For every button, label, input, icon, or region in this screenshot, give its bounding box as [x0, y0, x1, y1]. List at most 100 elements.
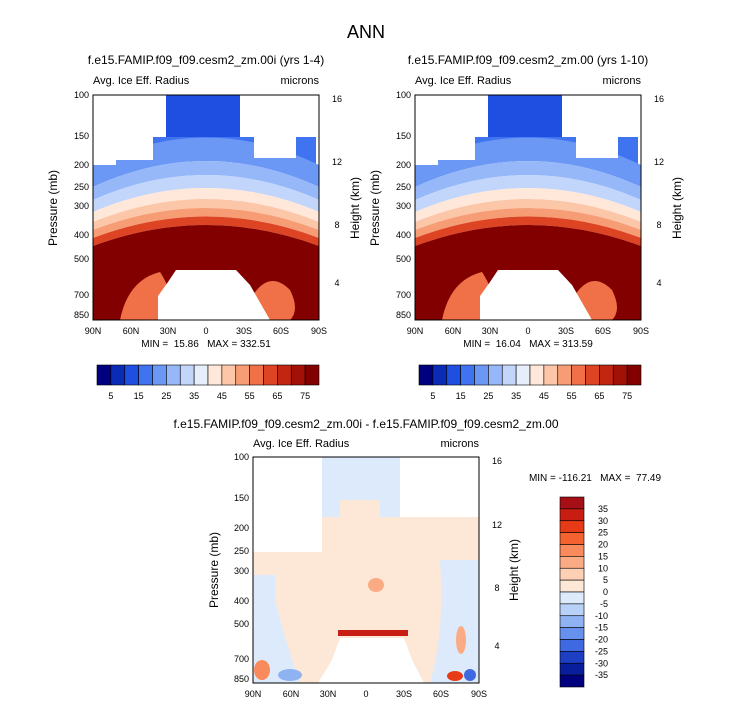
panel-1-subtitle-left: Avg. Ice Eff. Radius — [93, 75, 190, 87]
panel-3-top-mask-right — [400, 457, 479, 517]
y2-tick-label: 16 — [654, 94, 664, 104]
panel-1-band-5 — [93, 175, 319, 212]
panel-1-band-8 — [93, 208, 319, 238]
panel-2-frame — [414, 94, 642, 321]
colorbar-label: 25 — [161, 391, 171, 401]
colorbar-label: -15 — [595, 623, 608, 633]
panel-2-y2-axis: 16 12 8 4 Height (km) — [654, 94, 684, 288]
panel-1-ground-mask — [158, 270, 270, 320]
x-tick-label: 90S — [311, 326, 327, 336]
colorbar-label: 5 — [430, 391, 435, 401]
y2-tick-label: 16 — [332, 94, 342, 104]
colorbar-label: 65 — [272, 391, 282, 401]
colorbar-swatch — [559, 556, 585, 569]
colorbar-label: 15 — [598, 551, 608, 561]
panel-3-negative-blob — [464, 669, 476, 681]
colorbar-swatch — [559, 544, 585, 557]
y2-tick-label: 8 — [494, 583, 499, 593]
y2-tick-label: 8 — [334, 220, 339, 230]
panel-2-x-axis: 90N 60N 30N 0 30S 60S 90S — [407, 326, 649, 336]
panel-1-top-mask-left — [93, 95, 166, 137]
panel-3-frame — [252, 456, 480, 684]
colorbar-swatch — [110, 364, 126, 386]
colorbar-label: 0 — [603, 587, 608, 597]
x-tick-label: 60S — [273, 326, 289, 336]
y-tick-label: 500 — [396, 254, 411, 264]
panel-3-x-axis: 90N 60N 30N 0 30S 60S 90S — [245, 689, 487, 699]
x-tick-label: 90S — [633, 326, 649, 336]
panel-2-band-9 — [415, 216, 641, 246]
colorbar-swatch — [559, 520, 585, 533]
panel-1-band-4 — [93, 161, 319, 200]
y-tick-label: 250 — [396, 182, 411, 192]
colorbar-label: -35 — [595, 670, 608, 680]
panel-1-colorbar: 5 15 25 35 45 55 65 75 — [96, 364, 320, 401]
y2-tick-label: 8 — [656, 220, 661, 230]
colorbar-swatch — [559, 496, 585, 510]
panel-1-top-mask-right-2 — [254, 137, 296, 158]
y-tick-label: 100 — [234, 452, 249, 462]
panel-2-top-mask-right — [562, 95, 641, 137]
panel-1-band-1 — [166, 95, 240, 137]
y-tick-label: 500 — [74, 254, 89, 264]
panel-3-positive-blob — [447, 671, 463, 681]
y2-axis-label: Height (km) — [670, 177, 684, 239]
panel-1-field — [93, 95, 319, 320]
colorbar-swatch — [432, 364, 448, 386]
x-tick-label: 60N — [445, 326, 462, 336]
panel-3: f.e15.FAMIP.f09_f09.cesm2_zm.00i - f.e15… — [173, 417, 661, 699]
colorbar-swatch — [304, 364, 320, 386]
page-title: ANN — [347, 22, 385, 42]
colorbar-swatch — [559, 603, 585, 617]
colorbar-swatch — [193, 364, 209, 386]
colorbar-label: 65 — [594, 391, 604, 401]
y-tick-label: 150 — [74, 131, 89, 141]
colorbar-swatch — [166, 364, 181, 386]
panel-3-upper-field-positive — [340, 500, 380, 517]
panel-1: f.e15.FAMIP.f09_f09.cesm2_zm.00i (yrs 1-… — [46, 53, 362, 401]
colorbar-swatch — [559, 627, 585, 640]
panel-1-x-axis: 90N 60N 30N 0 30S 60S 90S — [85, 326, 327, 336]
colorbar-swatch — [559, 651, 585, 664]
y-tick-label: 700 — [74, 290, 89, 300]
panel-2-subtitle-left: Avg. Ice Eff. Radius — [415, 75, 512, 87]
panel-3-positive-blob — [456, 626, 466, 654]
colorbar-swatch — [179, 364, 195, 386]
colorbar-label: 15 — [456, 391, 466, 401]
colorbar-label: -5 — [600, 599, 608, 609]
y-tick-label: 250 — [234, 546, 249, 556]
y2-tick-label: 16 — [492, 456, 502, 466]
colorbar-swatch — [557, 364, 572, 386]
colorbar-swatch — [571, 364, 586, 386]
x-tick-label: 30S — [396, 689, 412, 699]
panel-3-subtitle-right: microns — [440, 438, 479, 450]
y-tick-label: 300 — [74, 201, 89, 211]
colorbar-label: 5 — [603, 575, 608, 585]
y-tick-label: 400 — [396, 230, 411, 240]
panel-2-top-mask-left-2 — [415, 137, 475, 160]
colorbar-swatch — [124, 364, 139, 386]
panel-3-y2-axis: 16 12 8 4 Height (km) — [492, 456, 521, 651]
y2-tick-label: 12 — [492, 520, 502, 530]
y-tick-label: 300 — [234, 566, 249, 576]
colorbar-swatch — [543, 364, 559, 386]
x-tick-label: 30N — [160, 326, 177, 336]
y-tick-label: 850 — [74, 310, 89, 320]
y-tick-label: 200 — [234, 523, 249, 533]
panel-1-band-7 — [93, 199, 319, 230]
colorbar-label: 45 — [539, 391, 549, 401]
x-tick-label: 30S — [236, 326, 252, 336]
colorbar-swatch — [138, 364, 153, 386]
x-tick-label: 60S — [595, 326, 611, 336]
panel-3-positive-blob — [254, 660, 270, 680]
colorbar-swatch — [235, 364, 250, 386]
colorbar-swatch — [599, 364, 614, 386]
colorbar-label: 55 — [567, 391, 577, 401]
panel-2-colorbar: 5 15 25 35 45 55 65 75 — [418, 364, 642, 401]
colorbar-swatch — [446, 364, 461, 386]
x-tick-label: 60S — [433, 689, 449, 699]
colorbar-swatch — [501, 364, 517, 386]
colorbar-label: 30 — [598, 516, 608, 526]
